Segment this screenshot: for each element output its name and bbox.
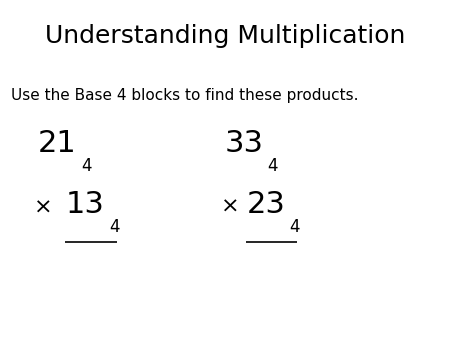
Text: 13: 13 bbox=[66, 190, 105, 219]
Text: ×: × bbox=[220, 197, 239, 217]
Text: 4: 4 bbox=[109, 218, 119, 236]
Text: 23: 23 bbox=[247, 190, 285, 219]
Text: 4: 4 bbox=[81, 157, 91, 175]
Text: Use the Base 4 blocks to find these products.: Use the Base 4 blocks to find these prod… bbox=[11, 88, 359, 103]
Text: 4: 4 bbox=[268, 157, 278, 175]
Text: 33: 33 bbox=[225, 129, 264, 158]
Text: Understanding Multiplication: Understanding Multiplication bbox=[45, 24, 405, 48]
Text: ×: × bbox=[34, 197, 59, 217]
Text: 21: 21 bbox=[38, 129, 77, 158]
Text: 4: 4 bbox=[289, 218, 300, 236]
